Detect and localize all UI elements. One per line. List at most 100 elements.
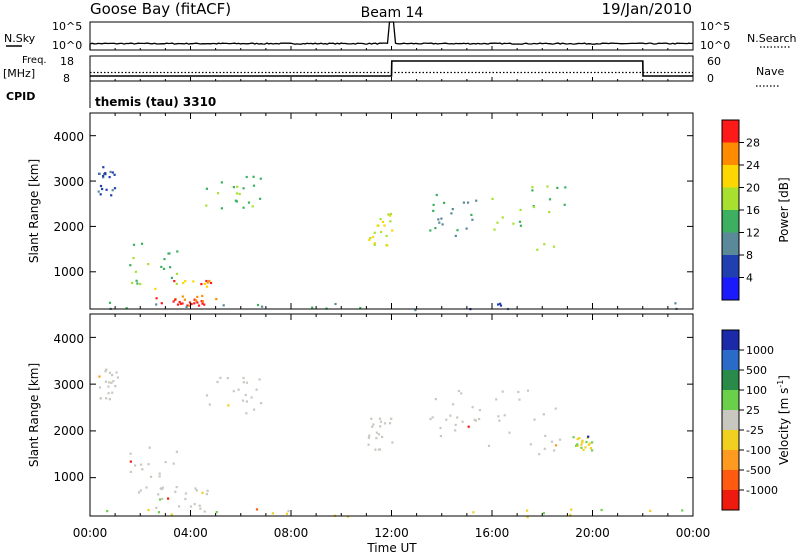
nave-tick-bottom: 0: [707, 72, 714, 85]
heat-cell-0: [111, 171, 114, 174]
colorbar-tick-label: 500: [746, 364, 767, 377]
nsky-tick-top: 10^5: [52, 20, 82, 33]
heat-cell-2: [184, 492, 187, 495]
heat-cell-8: [170, 513, 173, 516]
heat-cell-7: [584, 446, 587, 449]
heat-cell-7: [496, 221, 499, 224]
heat-cell-7: [588, 442, 591, 445]
heat-cell-7: [581, 439, 584, 442]
heat-cell-0: [112, 380, 115, 383]
heat-cell-8: [681, 509, 684, 512]
heat-cell-4: [205, 187, 208, 190]
colorbar-tick-label: -100: [746, 444, 771, 457]
heat-cell-1: [175, 450, 178, 453]
heat-cell-2: [157, 493, 160, 496]
velocity-colorbar-frame: [721, 329, 740, 511]
heat-cell-1: [129, 452, 132, 455]
heat-cell-0: [102, 175, 105, 178]
heat-cell-8: [147, 508, 150, 512]
heat-cell-6: [497, 415, 500, 418]
heat-cell-5: [369, 237, 372, 240]
heat-cell-4: [259, 177, 262, 180]
heat-cell-2: [203, 510, 206, 513]
heat-cell-0: [105, 188, 108, 191]
heat-cell-3: [216, 380, 219, 384]
heat-cell-3: [242, 381, 245, 384]
heat-cell-8: [472, 511, 475, 514]
heat-cell-5: [385, 234, 388, 237]
power-ylabel: Slant Range [km]: [27, 159, 41, 263]
heat-cell-5: [431, 416, 434, 419]
heat-cell-8: [570, 508, 573, 511]
heat-cell-8: [157, 511, 161, 514]
heat-cell-4: [242, 187, 245, 190]
heat-cell-4: [368, 434, 371, 437]
date-title: 19/Jan/2010: [602, 0, 693, 18]
heat-cell-8: [359, 306, 362, 310]
heat-cell-2: [189, 505, 193, 508]
heat-cell-8: [526, 516, 529, 519]
heat-cell-0: [110, 381, 113, 384]
heat-cell-3: [201, 302, 204, 305]
heat-cell-5: [389, 220, 392, 223]
heat-cell-2: [209, 281, 213, 285]
heat-cell-1: [176, 250, 179, 253]
heat-cell-2: [160, 302, 163, 305]
heat-cell-4: [378, 417, 382, 420]
heat-cell-5: [471, 406, 474, 409]
heat-cell-4: [234, 199, 237, 202]
heat-cell-4: [367, 436, 370, 439]
heat-cell-7: [491, 197, 494, 200]
colorbar-band: [722, 255, 739, 278]
heat-cell-4: [235, 200, 238, 203]
heat-cell-3: [200, 300, 203, 303]
heat-cell-3: [193, 298, 196, 301]
heat-cell-8: [185, 305, 188, 308]
heat-cell-0: [97, 190, 100, 193]
heat-cell-5: [373, 242, 376, 245]
heat-cell-5: [381, 220, 385, 223]
heat-cell-6: [495, 398, 498, 401]
heat-cell-0: [113, 187, 117, 190]
heat-cell-3: [201, 300, 205, 303]
heat-cell-6: [538, 453, 541, 456]
heat-cell-7: [585, 440, 588, 444]
beam-title: Beam 14: [361, 5, 424, 21]
heat-cell-4: [379, 420, 383, 423]
heat-cell-0: [99, 184, 103, 188]
velocity-ytick-4000: 4000: [53, 332, 84, 346]
heat-cell-6: [462, 201, 465, 204]
velocity-ytick-3000: 3000: [53, 378, 84, 392]
heat-cell-7: [531, 189, 534, 192]
heat-cell-0: [107, 392, 110, 395]
heat-cell-0: [111, 373, 114, 377]
heat-cell-4: [390, 417, 393, 420]
heat-cell-8: [499, 304, 503, 307]
heat-cell-3: [183, 298, 186, 301]
heat-cell-3: [255, 388, 258, 391]
heat-cell-6: [432, 209, 435, 212]
velocity-label-sup: -1: [776, 380, 785, 388]
heat-cell-6: [543, 447, 546, 450]
heat-cell-5: [388, 214, 392, 217]
heat-cell-3: [197, 304, 201, 307]
heat-cell-8: [674, 302, 677, 305]
heat-cell-4: [391, 441, 394, 444]
heat-cell-8: [106, 510, 109, 513]
heat-cell-7: [576, 443, 579, 446]
heat-cell-1: [160, 487, 164, 491]
colorbar-band: [722, 410, 739, 431]
nsearch-tick-bottom: 10^0: [700, 39, 730, 52]
heat-cell-7: [552, 245, 556, 248]
heat-cell-2: [206, 489, 209, 492]
x-tick-label: 00:00: [676, 526, 711, 540]
heat-cell-6: [542, 413, 545, 416]
heat-cell-2: [179, 302, 182, 305]
heat-cell-4: [251, 205, 254, 208]
heat-cell-6: [487, 444, 491, 447]
heat-cell-2: [215, 298, 218, 301]
heat-cell-8: [155, 303, 158, 306]
heat-cell-8: [569, 513, 572, 516]
heat-cell-2: [155, 506, 158, 509]
x-tick-label: 08:00: [274, 526, 309, 540]
